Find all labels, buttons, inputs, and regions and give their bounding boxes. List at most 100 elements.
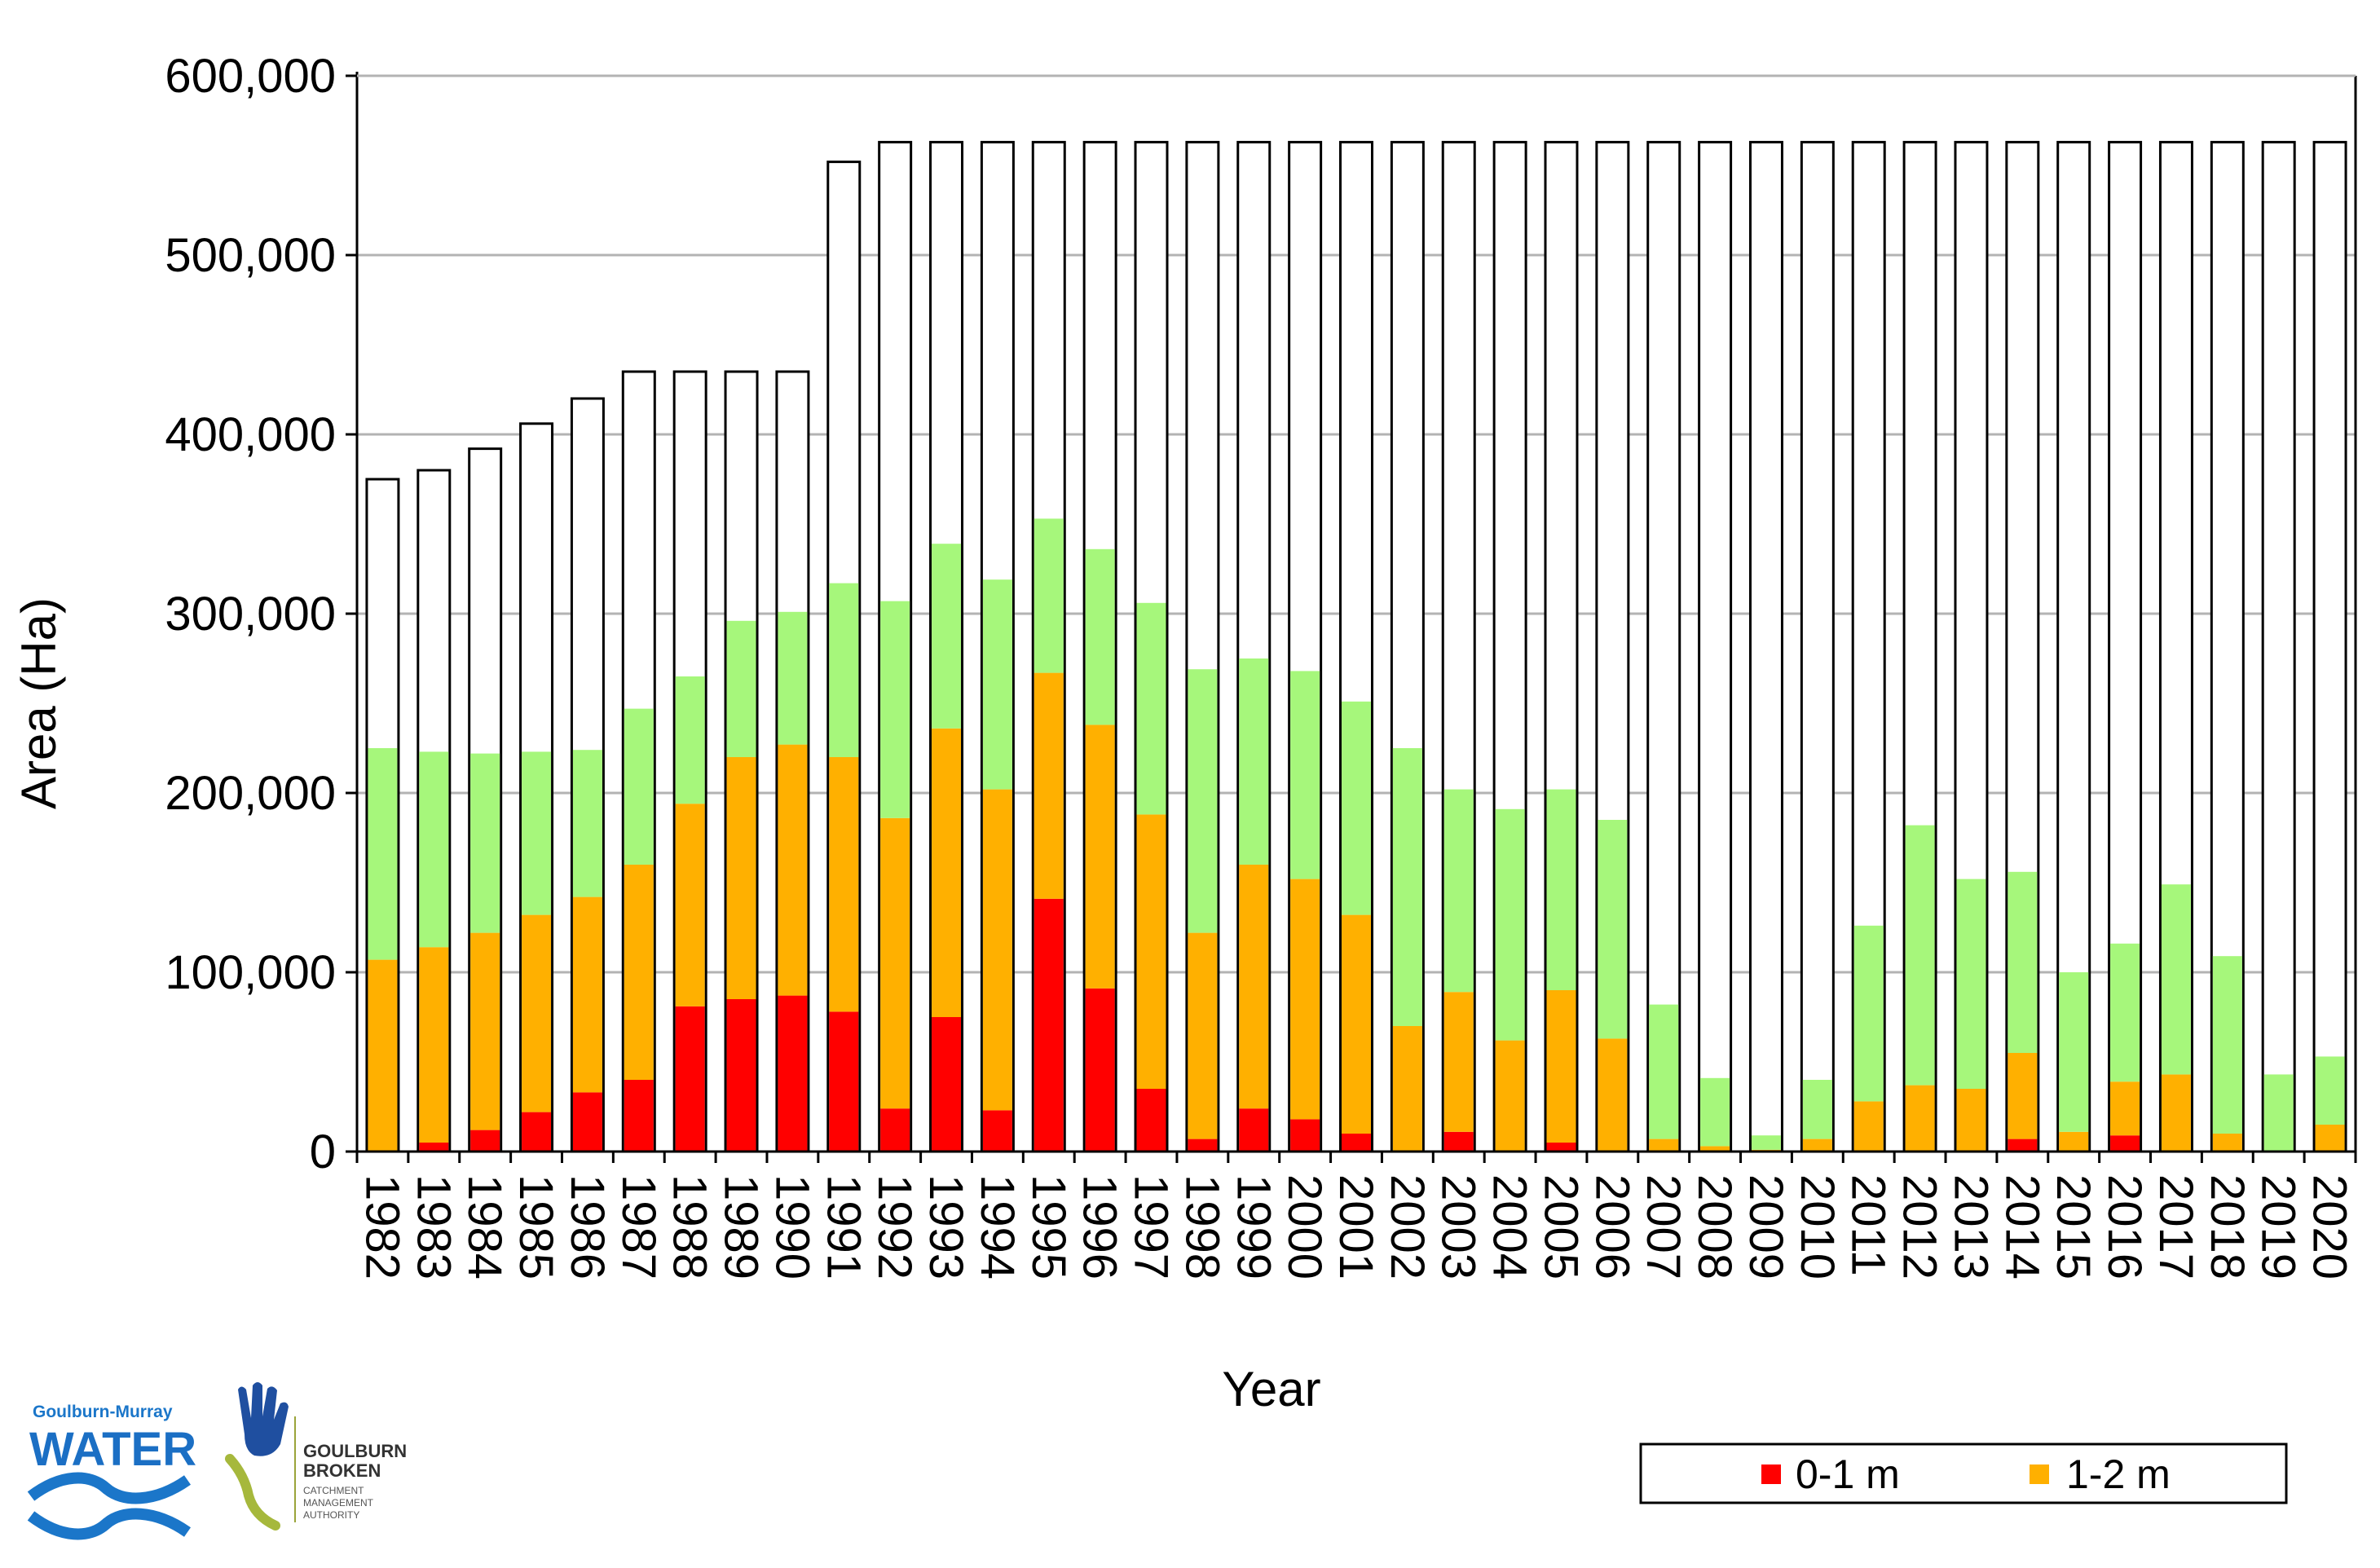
bar-segment-2-3m	[1342, 701, 1371, 915]
bar-segment-2-3m	[1546, 789, 1576, 990]
bar-total-area	[2261, 140, 2296, 1153]
gmw-logo: Goulburn-Murray WATER	[27, 1403, 196, 1540]
x-tick-label: 1995	[1022, 1174, 1075, 1280]
x-tick-labels: 1982198319841985198619871988198919901991…	[355, 1174, 2356, 1280]
bar-segment-0-1m	[1034, 898, 1064, 1152]
bar-segment-1-2m	[675, 804, 705, 1006]
bar-segment-2-3m	[880, 601, 910, 818]
x-tick-label: 1998	[1175, 1174, 1228, 1280]
bar-segment-1-2m	[572, 896, 602, 1093]
bar-segment-1-2m	[1443, 992, 1474, 1132]
y-tick-label: 300,000	[165, 588, 336, 641]
x-tick-label: 1991	[817, 1174, 870, 1280]
bar-segment-2-3m	[572, 750, 602, 897]
x-tick-label: 1990	[765, 1174, 818, 1280]
bar-segment-1-2m	[2161, 1074, 2191, 1152]
bar-segment-0-1m	[522, 1112, 552, 1152]
bar-segment-1-2m	[982, 789, 1012, 1111]
x-tick-label: 2007	[1637, 1174, 1690, 1280]
bar-segment-1-2m	[1136, 814, 1166, 1089]
bar-segment-1-2m	[624, 865, 654, 1080]
bar-segment-0-1m	[1239, 1108, 1269, 1152]
bar-segment-1-2m	[2008, 1053, 2038, 1139]
bar-segment-0-1m	[1085, 988, 1115, 1152]
bar-segment-1-2m	[470, 932, 500, 1130]
x-tick-label: 2001	[1329, 1174, 1382, 1280]
bar-segment-1-2m	[1649, 1139, 1679, 1152]
x-tick-label: 2018	[2201, 1174, 2254, 1280]
bar-segment-1-2m	[1342, 914, 1371, 1134]
bar-segment-1-2m	[1034, 672, 1064, 899]
bar-segment-2-3m	[1188, 669, 1218, 933]
bar-segment-2-3m	[1034, 518, 1064, 673]
bar-segment-0-1m	[2110, 1135, 2140, 1152]
bar-segment-1-2m	[368, 959, 398, 1152]
bar-segment-1-2m	[522, 914, 552, 1112]
gbcma-sub-line1: CATCHMENT	[303, 1485, 364, 1496]
x-tick-label: 2017	[2149, 1174, 2202, 1280]
bar-segment-0-1m	[1443, 1131, 1474, 1152]
bar-segment-2-3m	[1751, 1135, 1781, 1150]
bar-segment-1-2m	[932, 728, 962, 1017]
bar-segment-1-2m	[1239, 865, 1269, 1109]
x-tick-label: 1985	[509, 1174, 562, 1280]
bar-segment-0-1m	[1136, 1089, 1166, 1152]
x-tick-label: 2004	[1483, 1174, 1536, 1280]
bar-segment-1-2m	[1495, 1040, 1525, 1152]
bar-segment-2-3m	[1700, 1077, 1730, 1147]
bar-segment-2-3m	[829, 583, 859, 757]
x-tick-label: 1996	[1073, 1174, 1126, 1280]
bar-segment-2-3m	[368, 748, 398, 960]
bar-segment-0-1m	[1188, 1139, 1218, 1152]
bar-segment-2-3m	[982, 579, 1012, 790]
bar-segment-2-3m	[1956, 879, 1986, 1089]
bar-segment-0-1m	[726, 999, 756, 1152]
legend-label-0-1m: 0-1 m	[1796, 1451, 1900, 1497]
x-tick-label: 2010	[1791, 1174, 1844, 1280]
x-tick-label: 2016	[2098, 1174, 2151, 1280]
gbcma-name-line2: BROKEN	[303, 1460, 381, 1481]
bar-segment-2-3m	[1085, 548, 1115, 725]
bar-segment-2-3m	[1290, 671, 1320, 879]
x-tick-label: 2008	[1688, 1174, 1741, 1280]
bar-segment-2-3m	[778, 611, 808, 745]
bar-segment-1-2m	[1905, 1085, 1935, 1152]
bar-segment-1-2m	[1853, 1101, 1884, 1152]
bar-total-area	[2312, 140, 2347, 1153]
x-tick-label: 1989	[715, 1174, 768, 1280]
x-tick-label: 1983	[407, 1174, 460, 1280]
bar-segment-2-3m	[2263, 1074, 2294, 1152]
x-tick-label: 2003	[1432, 1174, 1485, 1280]
x-tick-label: 2011	[1842, 1174, 1895, 1276]
x-tick-label: 2006	[1585, 1174, 1638, 1280]
bar-segment-2-3m	[1495, 808, 1525, 1041]
bar-segment-2-3m	[1853, 925, 1884, 1102]
x-tick-label: 2009	[1739, 1174, 1792, 1280]
bar-segment-2-3m	[2315, 1056, 2345, 1125]
bar-segment-0-1m	[982, 1110, 1012, 1152]
bar-segment-1-2m	[1802, 1139, 1832, 1152]
bar-segment-1-2m	[1290, 879, 1320, 1120]
bar-segment-2-3m	[470, 753, 500, 933]
bar-segment-2-3m	[2008, 871, 2038, 1053]
bar-segment-0-1m	[932, 1017, 962, 1152]
bar-segment-1-2m	[2212, 1134, 2242, 1152]
bar-segment-0-1m	[419, 1143, 449, 1152]
bar-segment-0-1m	[470, 1130, 500, 1152]
bar-segment-1-2m	[1085, 725, 1115, 989]
bar-segment-0-1m	[572, 1092, 602, 1152]
bar-segment-1-2m	[1598, 1038, 1628, 1152]
x-axis-title: Year	[1222, 1362, 1320, 1416]
bar-segment-0-1m	[1342, 1134, 1371, 1152]
bar-segment-2-3m	[2212, 956, 2242, 1134]
x-tick-label: 1987	[612, 1174, 665, 1280]
bar-segment-1-2m	[1700, 1146, 1730, 1152]
x-tick-label: 2002	[1381, 1174, 1434, 1280]
bar-segment-2-3m	[2110, 943, 2140, 1082]
bar-segment-2-3m	[1392, 748, 1422, 1026]
legend-swatch-0-1m	[1761, 1464, 1781, 1484]
bar-segment-0-1m	[2008, 1139, 2038, 1152]
bar-segment-2-3m	[2059, 972, 2089, 1132]
gbcma-logo: GOULBURN BROKEN CATCHMENT MANAGEMENT AUT…	[225, 1382, 407, 1531]
